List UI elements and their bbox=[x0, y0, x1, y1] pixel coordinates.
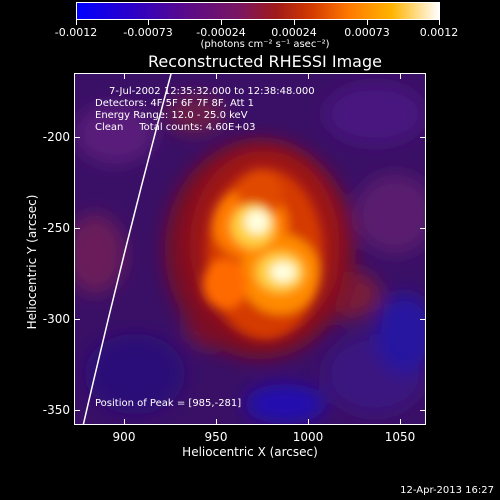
y-tick bbox=[74, 410, 80, 411]
y-tick-label: -250 bbox=[42, 221, 70, 235]
y-tick-label: -200 bbox=[42, 130, 70, 144]
colorbar-tick bbox=[294, 20, 295, 25]
y-tick bbox=[420, 410, 426, 411]
info-clean: Clean Total counts: 4.60E+03 bbox=[95, 122, 256, 133]
x-tick bbox=[124, 73, 125, 79]
peak-position: Position of Peak = [985,-281] bbox=[95, 398, 242, 409]
x-tick-label: 1050 bbox=[384, 430, 416, 444]
colorbar bbox=[76, 2, 440, 20]
x-tick bbox=[400, 419, 401, 425]
y-tick bbox=[74, 228, 80, 229]
colorbar-tick-label: 0.0012 bbox=[419, 26, 459, 39]
y-tick bbox=[74, 319, 80, 320]
y-tick bbox=[74, 137, 80, 138]
y-axis-title: Heliocentric Y (arcsec) bbox=[25, 194, 39, 330]
colorbar-tick-label: -0.00073 bbox=[123, 26, 173, 39]
colorbar-units: (photons cm⁻² s⁻¹ asec⁻²) bbox=[200, 39, 330, 50]
rhessi-image: 7-Jul-2002 12:35:32.000 to 12:38:48.000 … bbox=[74, 73, 426, 425]
colorbar-tick-label: 0.00024 bbox=[271, 26, 317, 39]
info-energy: Energy Range: 12.0 - 25.0 keV bbox=[95, 110, 248, 121]
x-tick-label: 1000 bbox=[292, 430, 324, 444]
y-tick bbox=[420, 319, 426, 320]
y-tick-label: -300 bbox=[42, 312, 70, 326]
colorbar-tick bbox=[221, 20, 222, 25]
colorbar-tick bbox=[148, 20, 149, 25]
y-tick bbox=[420, 137, 426, 138]
image-canvas bbox=[75, 74, 425, 424]
y-tick bbox=[420, 228, 426, 229]
x-tick bbox=[124, 419, 125, 425]
info-time: 7-Jul-2002 12:35:32.000 to 12:38:48.000 bbox=[109, 86, 315, 97]
x-tick bbox=[216, 73, 217, 79]
x-tick-label: 950 bbox=[204, 430, 228, 444]
x-tick bbox=[308, 419, 309, 425]
footer-date: 12-Apr-2013 16:27 bbox=[400, 485, 494, 496]
x-tick bbox=[308, 73, 309, 79]
colorbar-tick bbox=[367, 20, 368, 25]
x-tick bbox=[400, 73, 401, 79]
y-tick-label: -350 bbox=[42, 403, 70, 417]
colorbar-tick-label: -0.0012 bbox=[54, 26, 98, 39]
x-tick-label: 900 bbox=[112, 430, 136, 444]
plot-title: Reconstructed RHESSI Image bbox=[148, 52, 382, 71]
colorbar-tick bbox=[439, 20, 440, 25]
colorbar-tick-label: -0.00024 bbox=[196, 26, 246, 39]
info-detectors: Detectors: 4F 5F 6F 7F 8F, Att 1 bbox=[95, 98, 255, 109]
colorbar-tick-label: 0.00073 bbox=[344, 26, 390, 39]
x-axis-title: Heliocentric X (arcsec) bbox=[182, 445, 318, 459]
colorbar-tick bbox=[76, 20, 77, 25]
solar-limb-line bbox=[82, 74, 172, 424]
x-tick bbox=[216, 419, 217, 425]
